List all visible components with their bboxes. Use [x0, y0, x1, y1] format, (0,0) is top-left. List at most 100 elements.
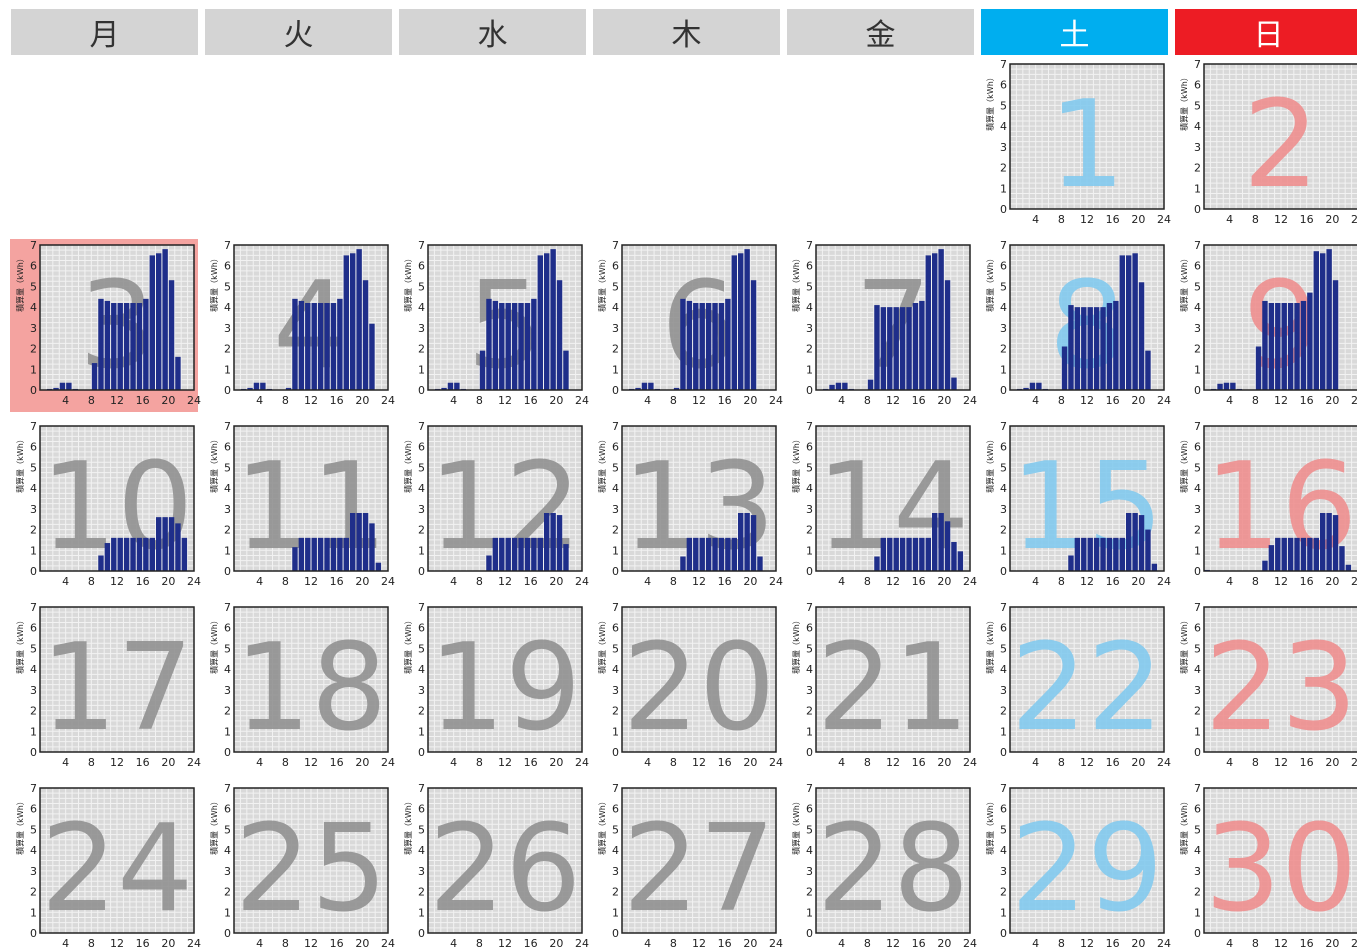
day-number: 5 [467, 257, 543, 396]
bar [149, 255, 155, 390]
y-tick-label: 5 [418, 642, 425, 655]
x-tick-label: 8 [88, 575, 95, 588]
bar [750, 280, 757, 390]
weekday-header-2: 火 [205, 9, 392, 55]
y-tick-label: 1 [1194, 182, 1201, 195]
x-tick-label: 4 [838, 937, 845, 950]
x-tick-label: 16 [330, 575, 344, 588]
y-tick-label: 2 [612, 886, 619, 899]
x-tick-label: 24 [381, 394, 395, 407]
y-tick-label: 7 [418, 420, 425, 433]
y-tick-label: 4 [1000, 663, 1007, 676]
bar [136, 303, 143, 390]
bar [932, 513, 938, 571]
y-tick-label: 0 [30, 384, 37, 397]
bar [524, 303, 531, 390]
bar [1029, 382, 1036, 390]
y-tick-label: 7 [224, 601, 231, 614]
y-tick-label: 0 [806, 927, 813, 940]
bar [867, 379, 874, 390]
day-number: 22 [1011, 619, 1164, 758]
bar [1119, 537, 1125, 571]
y-tick-label: 0 [224, 565, 231, 578]
x-tick-label: 8 [1058, 756, 1065, 769]
bar [324, 537, 330, 571]
bar [1255, 346, 1262, 390]
y-tick-label: 3 [1000, 141, 1007, 154]
plot-frame [621, 606, 777, 753]
bar [1138, 282, 1145, 390]
bar [343, 255, 349, 390]
day-number: 26 [429, 800, 582, 939]
day-number: 29 [1011, 800, 1164, 939]
y-tick-label: 2 [1000, 886, 1007, 899]
bar [750, 515, 757, 571]
plot-frame [39, 244, 195, 391]
bar [1093, 537, 1100, 571]
bar [1217, 383, 1223, 390]
plot-frame [427, 606, 583, 753]
x-tick-label: 8 [1058, 937, 1065, 950]
y-tick-label: 5 [806, 280, 813, 293]
x-tick-label: 20 [743, 575, 757, 588]
bar [705, 303, 712, 390]
plot-frame [621, 425, 777, 572]
x-tick-label: 24 [1157, 575, 1171, 588]
bar [835, 382, 842, 390]
grid-lines [1010, 245, 1164, 390]
plot-frame [815, 425, 971, 572]
grid-lines [622, 426, 776, 571]
x-tick-label: 16 [1106, 575, 1120, 588]
y-tick-label: 3 [1194, 141, 1201, 154]
bar [738, 513, 744, 571]
bar [499, 537, 505, 571]
bar [356, 513, 362, 571]
bar [680, 556, 686, 571]
y-tick-label: 6 [418, 441, 425, 454]
bar [1281, 303, 1287, 390]
y-tick-label: 1 [30, 906, 37, 919]
y-axis-label: 積算量（kWh） [403, 435, 413, 493]
y-tick-label: 3 [806, 503, 813, 516]
y-tick-label: 2 [30, 705, 37, 718]
y-tick-label: 4 [1194, 663, 1201, 676]
plot-frame [1203, 787, 1357, 934]
x-tick-label: 12 [110, 394, 124, 407]
day-number: 4 [273, 257, 349, 396]
x-tick-label: 24 [1157, 756, 1171, 769]
y-tick-label: 2 [806, 524, 813, 537]
bar [1262, 300, 1268, 390]
y-tick-label: 7 [418, 782, 425, 795]
x-tick-label: 20 [1131, 937, 1145, 950]
bar [311, 537, 317, 571]
y-tick-label: 5 [1194, 99, 1201, 112]
bar [938, 249, 944, 390]
x-tick-label: 16 [1300, 394, 1314, 407]
y-axis-label: 積算量（kWh） [985, 254, 995, 312]
grid-lines [234, 245, 388, 390]
x-tick-label: 8 [1252, 394, 1259, 407]
bar [486, 298, 492, 390]
y-axis-label: 積算量（kWh） [597, 616, 607, 674]
y-axis-label: 積算量（kWh） [791, 435, 801, 493]
x-tick-label: 12 [304, 937, 318, 950]
bar [1036, 382, 1042, 390]
x-tick-label: 16 [1106, 394, 1120, 407]
grid-lines [428, 426, 582, 571]
bar [673, 387, 680, 390]
x-tick-label: 20 [743, 937, 757, 950]
bar [718, 537, 725, 571]
y-tick-label: 2 [418, 524, 425, 537]
y-tick-label: 7 [1194, 58, 1201, 71]
y-tick-label: 7 [30, 239, 37, 252]
x-tick-label: 12 [498, 937, 512, 950]
bar [712, 303, 718, 390]
y-tick-label: 4 [418, 844, 425, 857]
y-tick-label: 3 [1000, 684, 1007, 697]
x-tick-label: 24 [963, 394, 977, 407]
